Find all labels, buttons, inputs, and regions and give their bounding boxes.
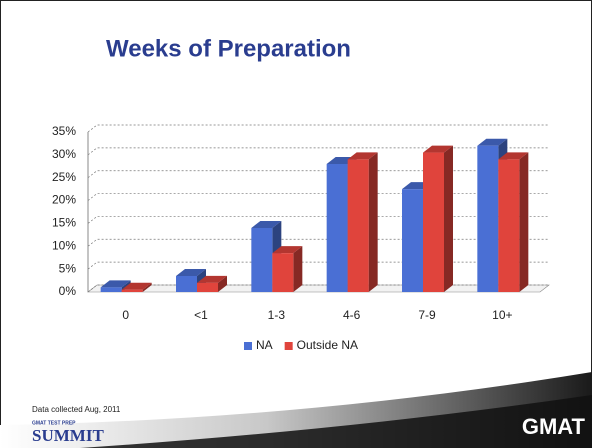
bar [121, 289, 143, 292]
bar-side [142, 282, 152, 292]
bar-top [197, 275, 227, 283]
bar [477, 145, 499, 292]
bar [272, 253, 294, 292]
y-tick-label: 0% [59, 284, 77, 298]
y-tick-label: 25% [52, 170, 76, 184]
x-tick-label: 7-9 [418, 308, 436, 322]
bar [251, 228, 273, 292]
bar-top [121, 282, 152, 290]
legend-swatch [284, 342, 293, 350]
legend-label: NA [256, 338, 273, 352]
bar [423, 152, 444, 292]
y-tick-label: 35% [52, 124, 76, 138]
bar [402, 189, 423, 292]
bar-top [272, 246, 303, 254]
grid-line [87, 147, 549, 156]
y-tick-label: 5% [59, 261, 77, 275]
bar [100, 287, 122, 292]
brand-small: GMAT TEST PREP [32, 420, 76, 426]
bar [197, 282, 218, 292]
x-tick-label: <1 [194, 308, 208, 322]
bar-top [477, 138, 508, 146]
bar-top [347, 152, 378, 160]
grid-line [87, 284, 549, 293]
bar-top [423, 145, 453, 153]
bar-side [444, 145, 453, 292]
bar-side [293, 246, 303, 292]
bar [326, 164, 348, 292]
bar-top [100, 280, 131, 288]
brand: SUMMIT [32, 426, 104, 445]
bar [498, 159, 520, 292]
x-tick-label: 0 [122, 308, 129, 322]
y-tick-label: 10% [52, 238, 76, 252]
bar-side [218, 275, 227, 292]
chart: 0% 5% 10% 15% 20% 25% 30% 35% 0 <1 1-3 4-6 7-9 10+ NA O… [52, 124, 550, 352]
grid-line [87, 170, 549, 178]
legend-label: Outside NA [297, 338, 358, 352]
x-tick-label: 10+ [492, 308, 512, 322]
y-tick-label: 20% [52, 193, 76, 207]
bar [347, 159, 369, 292]
footer-note: Data collected Aug, 2011 [32, 405, 121, 414]
bar-side [519, 152, 529, 292]
logo: GMAT [522, 414, 586, 439]
y-tick-label: 30% [52, 147, 76, 161]
bar-top [176, 269, 206, 276]
legend-swatch [244, 342, 252, 350]
bar [176, 276, 197, 292]
bar-side [368, 152, 378, 292]
bar-top [251, 221, 282, 228]
chart-title: Weeks of Preparation [106, 35, 351, 62]
grid-line [87, 193, 549, 201]
grid-line [87, 124, 549, 133]
grid-line [87, 216, 549, 224]
footer-band [80, 395, 592, 448]
x-tick-label: 1-3 [268, 308, 286, 322]
grid-line [87, 261, 549, 270]
grid-line [87, 238, 549, 247]
y-tick-label: 15% [52, 216, 76, 230]
x-tick-label: 4-6 [343, 308, 361, 322]
bar-top [498, 152, 529, 160]
